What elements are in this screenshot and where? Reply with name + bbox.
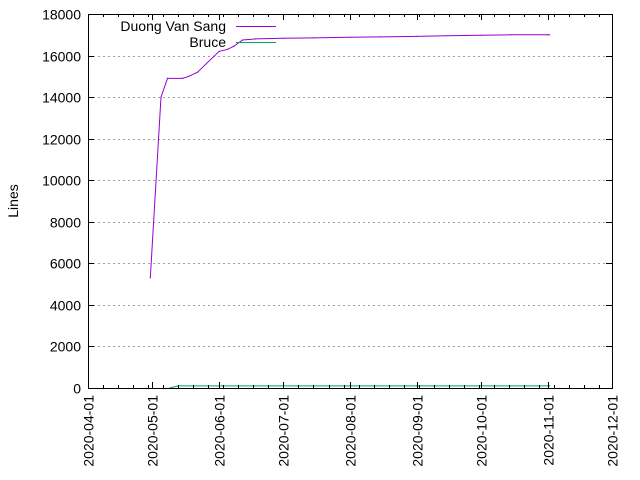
y-axis-label: Lines: [5, 184, 21, 217]
x-tick-label: 2020-08-01: [343, 395, 359, 467]
data-point: [547, 385, 549, 387]
y-tick-label: 8000: [50, 215, 81, 231]
x-tick-label: 2020-06-01: [212, 395, 228, 467]
tick-layer: [88, 14, 613, 389]
y-tick-label: 18000: [42, 7, 81, 23]
data-point: [547, 34, 549, 36]
data-point: [282, 37, 284, 39]
legend-label: Duong Van Sang: [120, 18, 226, 34]
data-point: [480, 34, 482, 36]
data-point: [173, 386, 175, 388]
data-point: [416, 385, 418, 387]
x-tick-label: 2020-12-01: [605, 395, 621, 467]
y-tick-label: 0: [73, 381, 81, 397]
data-point: [549, 385, 551, 387]
data-point: [446, 35, 448, 37]
data-point: [196, 71, 199, 73]
y-tick-label: 10000: [42, 173, 81, 189]
plot-frame: [88, 14, 613, 389]
data-point: [218, 50, 220, 53]
data-point: [549, 34, 551, 36]
y-tick-label: 16000: [42, 49, 81, 65]
grid-layer: [88, 56, 612, 347]
data-point: [312, 37, 315, 39]
data-point: [233, 45, 235, 47]
data-point: [379, 36, 381, 38]
data-point: [416, 35, 418, 38]
data-point: [166, 77, 169, 79]
x-tick-label: 2020-05-01: [145, 395, 161, 467]
y-tick-label: 6000: [50, 256, 81, 272]
data-point: [160, 96, 162, 98]
data-point: [349, 36, 351, 38]
y-tick-label: 2000: [50, 339, 81, 355]
x-tick-label: 2020-09-01: [410, 395, 426, 467]
data-point: [510, 34, 512, 36]
data-point: [188, 75, 190, 77]
y-tick-labels: 0 2000 4000 6000 8000 10000 12000 14000 16000 180…: [42, 7, 81, 397]
data-point: [242, 39, 244, 41]
x-tick-label: 2020-07-01: [276, 395, 292, 467]
x-tick-label: 2020-11-01: [541, 395, 557, 466]
series-layer: [149, 34, 551, 389]
y-tick-label: 4000: [50, 298, 81, 314]
legend-label: Bruce: [189, 34, 226, 50]
x-tick-label: 2020-04-01: [81, 395, 97, 467]
series-line-1: [149, 34, 550, 278]
x-tick-label: 2020-10-01: [474, 395, 490, 467]
data-point: [254, 38, 257, 40]
data-point: [181, 77, 184, 79]
y-tick-label: 14000: [42, 90, 81, 106]
data-point: [149, 277, 151, 279]
data-point: [227, 48, 229, 50]
x-tick-labels: 2020-04-01 2020-05-01 2020-06-01 2020-07-01…: [81, 395, 621, 467]
y-tick-label: 12000: [42, 132, 81, 148]
